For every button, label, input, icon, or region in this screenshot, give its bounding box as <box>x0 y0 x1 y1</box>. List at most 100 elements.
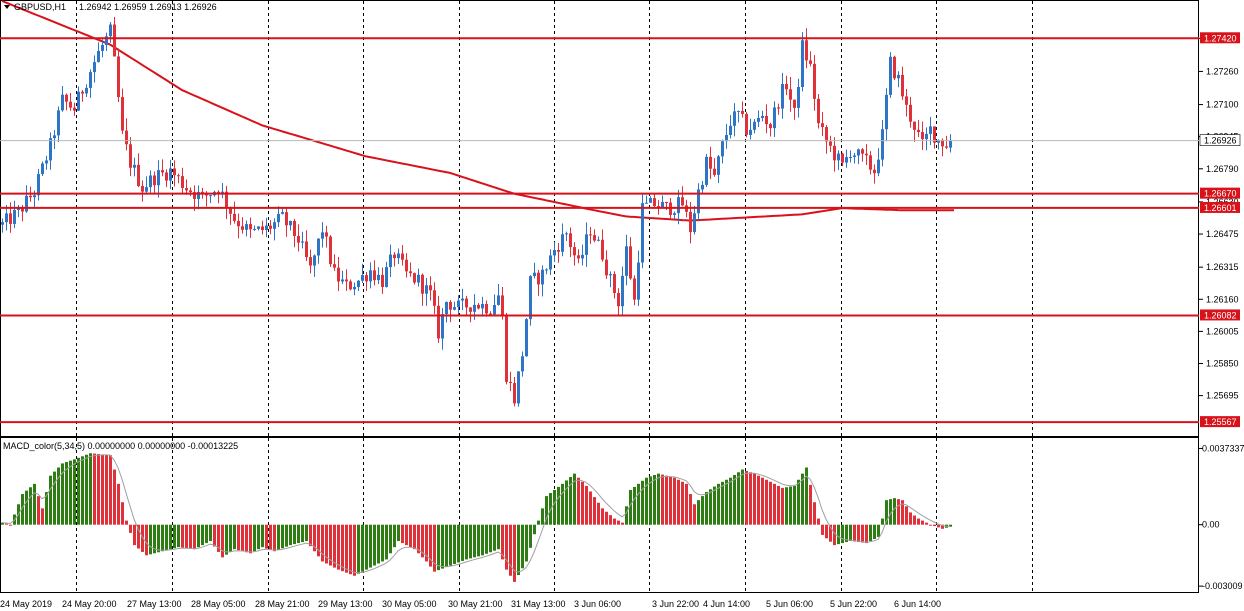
candle-body <box>665 201 668 203</box>
macd-label: MACD_color(5,34,5) 0.00000000 0.00000000… <box>3 441 238 451</box>
time-label: 6 Jun 14:00 <box>894 599 941 609</box>
macd-bar <box>777 485 780 525</box>
candle-body <box>741 110 744 114</box>
candle-body <box>169 168 172 181</box>
candle-body <box>333 264 336 268</box>
macd-bar <box>253 524 256 552</box>
macd-tick-label: 0.0037337 <box>1202 443 1244 453</box>
candle-body <box>897 74 900 79</box>
candle-body <box>481 303 484 309</box>
candle-body <box>137 164 140 186</box>
macd-bar <box>609 515 612 525</box>
macd-bar <box>617 520 620 525</box>
macd-bar <box>845 524 848 543</box>
level-label-box <box>1200 416 1240 428</box>
candle-body <box>93 62 96 73</box>
macd-bar <box>873 524 876 539</box>
time-label: 3 Jun 22:00 <box>652 599 699 609</box>
candle-body <box>273 222 276 229</box>
candle-body <box>573 247 576 256</box>
candle-body <box>517 371 520 404</box>
macd-bar <box>517 524 520 576</box>
macd-bar <box>9 524 12 526</box>
candle-body <box>49 138 52 161</box>
candle-body <box>141 185 144 192</box>
macd-bar <box>341 524 344 572</box>
macd-bar <box>497 524 500 550</box>
candle-body <box>689 211 692 233</box>
candle-body <box>233 213 236 221</box>
macd-bar <box>657 473 660 525</box>
macd-bar <box>861 524 864 543</box>
macd-bar <box>913 515 916 525</box>
candle-body <box>705 156 708 185</box>
macd-bar <box>261 524 264 548</box>
price-tick-label: 1.27260 <box>1206 66 1239 76</box>
candle-body <box>277 213 280 223</box>
macd-bar <box>797 479 800 525</box>
candle-body <box>257 226 260 229</box>
macd-bar <box>137 524 140 549</box>
candle-body <box>861 149 864 154</box>
candle-body <box>553 250 556 256</box>
macd-bar <box>213 524 216 547</box>
candle-body <box>493 304 496 315</box>
macd-bar <box>317 524 320 557</box>
dropdown-triangle-icon[interactable] <box>4 5 10 9</box>
macd-bar <box>369 524 372 568</box>
candle-body <box>37 174 40 196</box>
candle-body <box>629 246 632 279</box>
macd-bar <box>825 524 828 539</box>
ohlc-values: 1.26942 1.26959 1.26913 1.26926 <box>79 2 217 12</box>
macd-bar <box>145 524 148 556</box>
macd-bar <box>669 476 672 525</box>
macd-bar <box>321 524 324 562</box>
macd-bar <box>33 483 36 525</box>
macd-bar <box>881 518 884 525</box>
macd-bar <box>201 524 204 546</box>
macd-bar <box>761 477 764 525</box>
macd-bar <box>285 524 288 547</box>
candle-body <box>785 84 788 90</box>
macd-bar <box>293 524 296 545</box>
candle-body <box>889 56 892 95</box>
moving-average-line <box>1 0 954 222</box>
macd-tick-label: 0.00 <box>1202 520 1220 530</box>
candle-body <box>29 195 32 198</box>
level-label: 1.26670 <box>1204 189 1237 199</box>
macd-bar <box>641 480 644 525</box>
moving-average <box>1 0 954 222</box>
macd-bar <box>917 518 920 525</box>
candle-body <box>321 232 324 239</box>
candle-body <box>681 197 684 206</box>
candle-body <box>849 156 852 158</box>
macd-bar <box>477 524 480 557</box>
candle-body <box>57 110 60 136</box>
candle-body <box>77 91 80 111</box>
candle-body <box>613 274 616 294</box>
vertical-grid <box>76 1 1033 436</box>
macd-bar <box>805 467 808 525</box>
candle-body <box>873 169 876 174</box>
candle-body <box>313 255 316 266</box>
macd-bar <box>5 523 8 525</box>
candle-body <box>269 225 272 229</box>
candle-body <box>149 175 152 188</box>
macd-bar <box>833 524 836 546</box>
candle-body <box>841 153 844 163</box>
candle-body <box>581 254 584 259</box>
macd-bar <box>513 524 516 582</box>
price-tick-label: 1.25850 <box>1206 359 1239 369</box>
macd-bar <box>25 490 28 525</box>
candle-body <box>877 159 880 174</box>
candle-body <box>829 141 832 146</box>
price-tick-label: 1.26315 <box>1206 262 1239 272</box>
macd-bar <box>561 483 564 525</box>
macd-bar <box>113 469 116 525</box>
candle-body <box>909 104 912 122</box>
level-labels: 1.27420 1.26670 1.26601 1.26082 1.25567 1.269… <box>1199 32 1241 428</box>
candle-body <box>565 233 568 235</box>
macd-bar <box>537 520 540 525</box>
macd-bar <box>613 518 616 525</box>
